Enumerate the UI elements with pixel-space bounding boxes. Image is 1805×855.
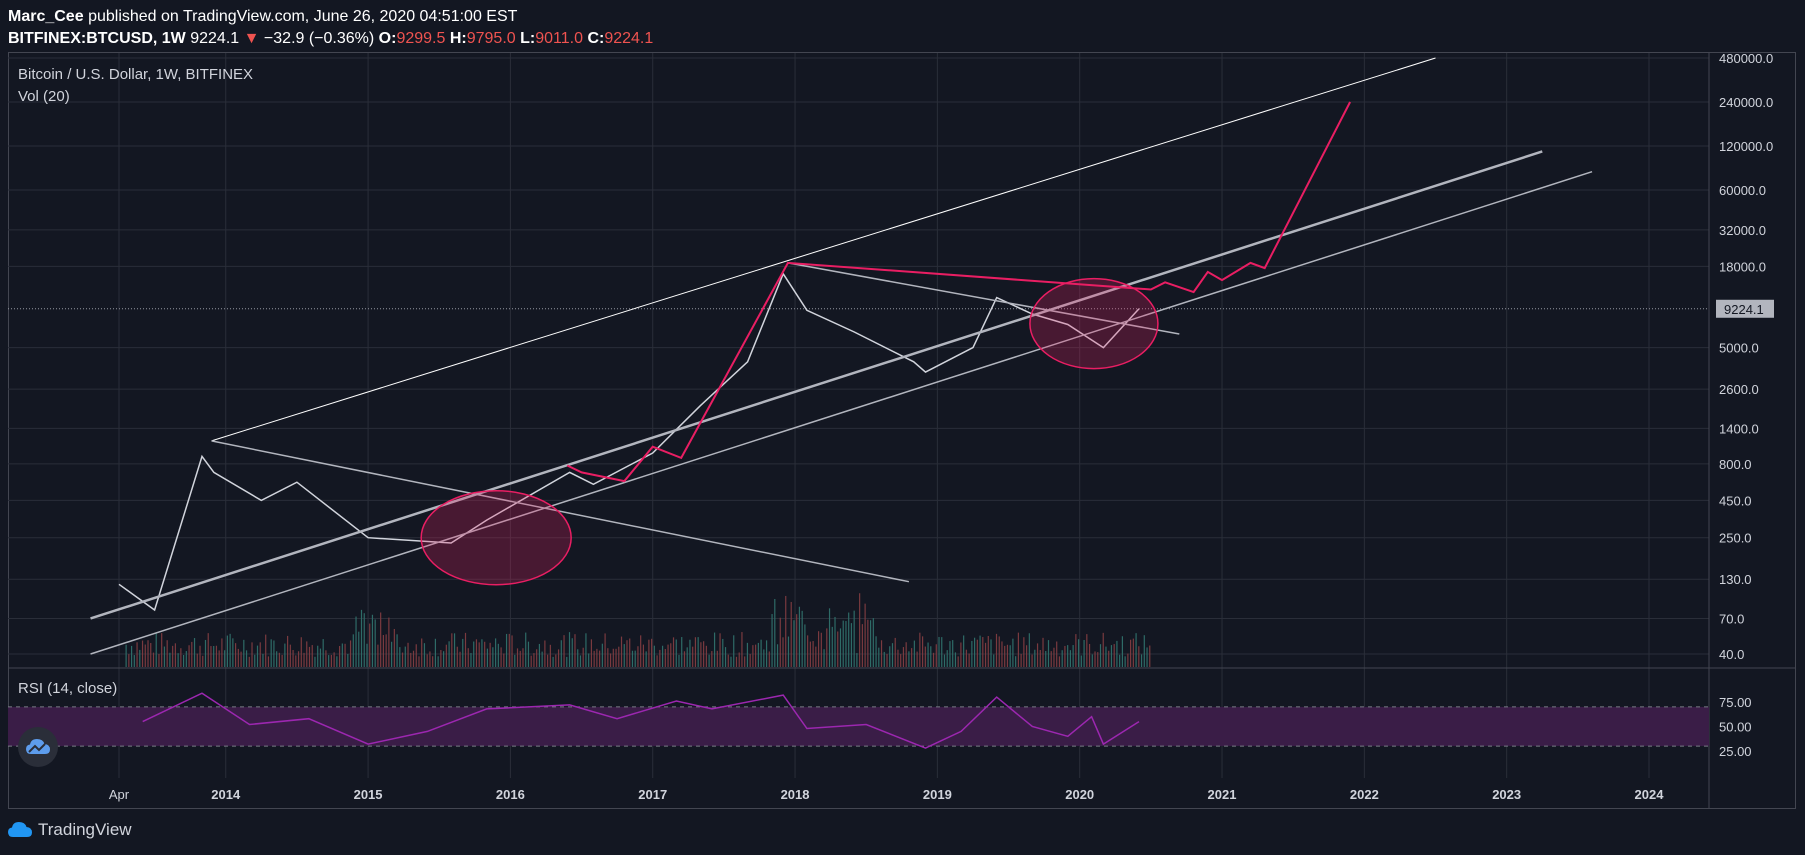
rsi-tick-label: 50.00 <box>1719 720 1752 735</box>
rsi-tick-label: 25.00 <box>1719 744 1752 759</box>
y-tick-label: 800.0 <box>1719 457 1752 472</box>
x-tick-label: 2015 <box>354 787 383 802</box>
y-tick-label: 250.0 <box>1719 531 1752 546</box>
y-tick-label: 32000.0 <box>1719 223 1766 238</box>
y-tick-label: 120000.0 <box>1719 139 1773 154</box>
symbol-label[interactable]: BITFINEX:BTCUSD, 1W <box>8 30 186 47</box>
x-tick-label: 2018 <box>781 787 810 802</box>
high-label: H: <box>449 30 467 47</box>
y-tick-label: 60000.0 <box>1719 183 1766 198</box>
x-tick-label: 2017 <box>638 787 667 802</box>
x-tick-label: 2024 <box>1635 787 1665 802</box>
lower-channel-line <box>90 170 1593 655</box>
price-line <box>118 272 1140 612</box>
tradingview-brand[interactable]: TradingView <box>38 820 132 839</box>
descending-resistance-line <box>211 440 910 583</box>
x-tick-label: 2016 <box>496 787 525 802</box>
low-value: 9011.0 <box>535 30 583 47</box>
tradingview-logo-icon <box>8 822 32 837</box>
x-tick-label: 2019 <box>923 787 952 802</box>
highlight-ellipse-2015 <box>420 489 572 586</box>
main-legend[interactable]: Bitcoin / U.S. Dollar, 1W, BITFINEX <box>18 66 254 83</box>
publish-info: Marc_Cee published on TradingView.com, J… <box>8 6 517 28</box>
highlight-ellipse-2020 <box>1029 277 1159 370</box>
volume-legend[interactable]: Vol (20) <box>18 88 70 105</box>
y-tick-label: 1400.0 <box>1719 421 1759 436</box>
x-tick-label: 2023 <box>1492 787 1521 802</box>
rsi-legend[interactable]: RSI (14, close) <box>18 680 118 697</box>
tradingview-badge[interactable] <box>18 727 58 767</box>
mid-channel-line <box>90 150 1543 620</box>
published-text: published on TradingView.com, June 26, 2… <box>88 8 518 25</box>
y-tick-label: 40.0 <box>1719 647 1744 662</box>
open-value: 9299.5 <box>396 30 446 47</box>
close-value: 9224.1 <box>604 30 654 47</box>
x-tick-label: Apr <box>109 787 130 802</box>
cloud-icon <box>26 739 50 754</box>
rsi-tick-label: 75.00 <box>1719 695 1752 710</box>
x-tick-label: 2021 <box>1208 787 1237 802</box>
x-tick-label: 2020 <box>1065 787 1094 802</box>
last-price-label: 9224.1 <box>1724 302 1764 317</box>
rsi-band <box>8 706 1709 747</box>
y-tick-label: 70.0 <box>1719 611 1744 626</box>
high-value: 9795.0 <box>466 30 516 47</box>
projection-arrows <box>566 101 1351 483</box>
y-tick-label: 18000.0 <box>1719 259 1766 274</box>
change-value: −32.9 (−0.36%) <box>263 30 375 47</box>
x-tick-label: 2014 <box>211 787 241 802</box>
y-tick-label: 130.0 <box>1719 572 1752 587</box>
y-tick-label: 480000.0 <box>1719 51 1773 66</box>
descending-resistance-line-2 <box>787 262 1180 335</box>
change-arrow-icon: ▼ <box>243 30 260 47</box>
ohlc-bar: BITFINEX:BTCUSD, 1W 9224.1 ▼ −32.9 (−0.3… <box>8 28 653 50</box>
last-price-tag <box>1716 299 1774 318</box>
y-tick-label: 240000.0 <box>1719 95 1773 110</box>
last-price: 9224.1 <box>190 30 240 47</box>
upper-channel-line <box>211 57 1436 442</box>
author-name[interactable]: Marc_Cee <box>8 8 84 25</box>
x-tick-label: 2022 <box>1350 787 1379 802</box>
close-label: C: <box>587 30 605 47</box>
rsi-line <box>142 692 1140 749</box>
y-tick-label: 450.0 <box>1719 493 1752 508</box>
footer: TradingView <box>8 820 132 840</box>
y-tick-label: 2600.0 <box>1719 382 1759 397</box>
low-label: L: <box>520 30 536 47</box>
open-label: O: <box>378 30 397 47</box>
y-tick-label: 5000.0 <box>1719 341 1759 356</box>
chart-frame[interactable] <box>8 52 1796 809</box>
